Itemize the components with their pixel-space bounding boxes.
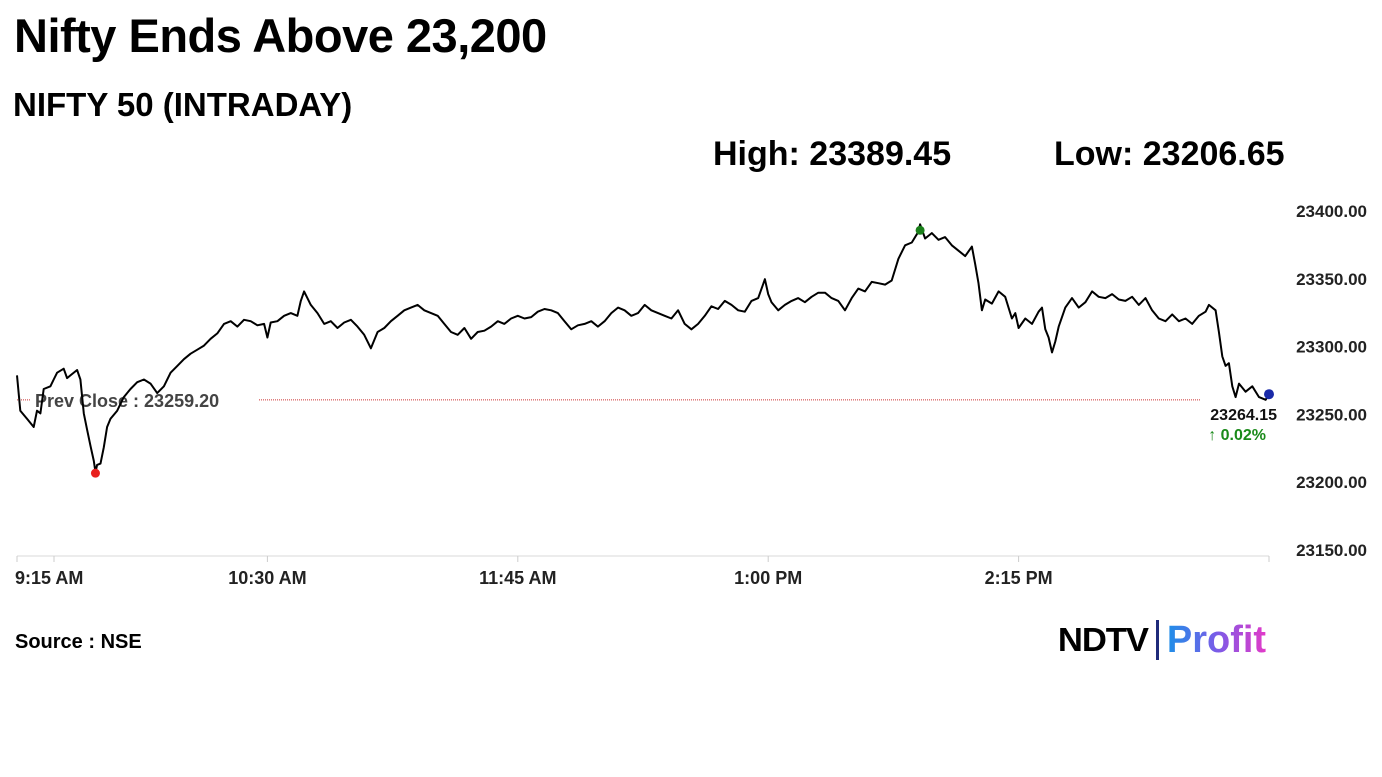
last-value-marker [1264, 389, 1274, 400]
y-tick-label: 23150.00 [1296, 541, 1367, 560]
intraday-line-chart: 23400.00 23350.00 23300.00 23250.00 23200.00… [15, 202, 1367, 588]
logo-divider [1155, 620, 1159, 660]
logo-profit-text: Profit [1166, 618, 1267, 661]
y-tick-label: 23200.00 [1296, 473, 1367, 492]
y-tick-label: 23300.00 [1296, 338, 1367, 357]
chart-subtitle: NIFTY 50 (INTRADAY) [13, 86, 353, 123]
x-tick-label: 1:00 PM [734, 568, 802, 588]
prev-close-label: Prev Close : 23259.20 [35, 391, 219, 411]
day-high: High: 23389.45 [713, 135, 952, 173]
x-tick-label: 9:15 AM [15, 568, 83, 588]
last-value-label: 23264.15 [1210, 407, 1277, 424]
low-marker [90, 468, 100, 478]
source-note: Source : NSE [15, 631, 142, 653]
x-tick-label: 10:30 AM [228, 568, 306, 588]
series-line [16, 223, 1270, 474]
y-tick-label: 23350.00 [1296, 270, 1367, 289]
page-title: Nifty Ends Above 23,200 [14, 9, 547, 62]
x-tick-label: 2:15 PM [985, 568, 1053, 588]
change-label: ↑ 0.02% [1208, 427, 1266, 444]
y-tick-label: 23250.00 [1296, 405, 1367, 424]
day-low: Low: 23206.65 [1054, 135, 1285, 173]
x-tick-label: 11:45 AM [479, 568, 556, 588]
logo-ndtv-text: NDTV [1057, 621, 1149, 658]
ndtv-profit-logo: NDTV Profit [1057, 616, 1267, 664]
high-marker [915, 225, 925, 235]
prev-close-label-bg [30, 387, 258, 410]
y-tick-label: 23400.00 [1296, 202, 1367, 221]
